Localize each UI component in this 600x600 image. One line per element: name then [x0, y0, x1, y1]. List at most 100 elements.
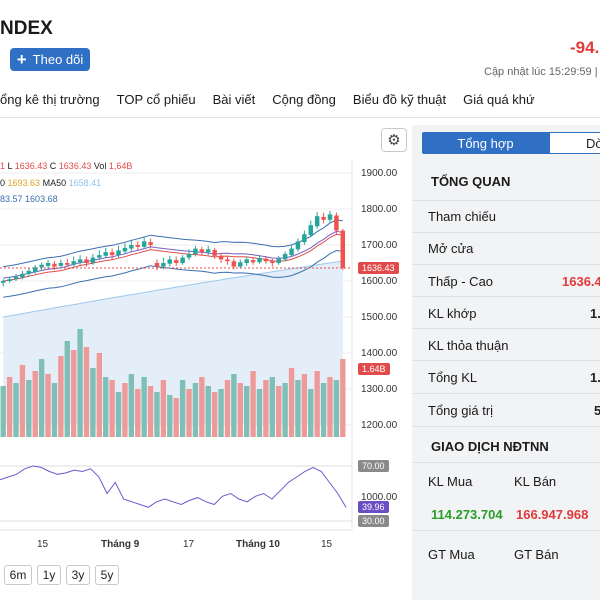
candle-body — [116, 250, 121, 256]
chart-settings-button[interactable]: ⚙ — [381, 128, 407, 152]
candle-body — [109, 252, 115, 256]
volume-bar — [173, 398, 179, 437]
overview-panel — [412, 125, 600, 600]
candle-body — [340, 230, 346, 269]
volume-bar — [90, 368, 96, 437]
foreign-trading-title: GIAO DỊCH NĐTNN — [431, 439, 549, 454]
candle-body — [129, 245, 134, 249]
volume-bar — [128, 374, 135, 437]
volume-bar — [32, 371, 38, 437]
axis-tick-label: 1000.00 — [361, 492, 398, 503]
candle-body — [141, 241, 147, 247]
volume-bar — [218, 389, 224, 437]
volume-bar — [45, 374, 51, 437]
time-axis-label: 15 — [321, 539, 333, 550]
volume-bar — [64, 341, 70, 437]
volume-bar — [154, 392, 160, 437]
volume-bar — [13, 383, 19, 437]
candle-body — [161, 263, 166, 267]
tab-summary[interactable]: Tổng hợp — [422, 132, 549, 154]
table-row — [412, 360, 600, 392]
volume-bar — [276, 386, 282, 437]
nav-item-top-stocks[interactable]: TOP cổ phiếu — [116, 92, 196, 107]
candle-body — [103, 252, 108, 256]
volume-bar — [192, 383, 199, 437]
volume-bar — [314, 371, 320, 437]
foreign-sell-value: 166.947.968 — [516, 507, 589, 522]
range-6m-button[interactable]: 6m — [4, 565, 32, 585]
bollinger-lower-line — [3, 249, 343, 298]
ma20-line — [3, 233, 343, 282]
candle-body — [45, 263, 51, 266]
price-chart[interactable] — [0, 125, 412, 600]
volume-tag: 1.64B — [358, 363, 390, 375]
legend-item: MA50 — [42, 178, 67, 188]
legend-item: 1603.68 — [25, 194, 58, 204]
candle-body — [148, 242, 153, 245]
table-row — [412, 393, 600, 425]
volume-bar — [269, 377, 276, 437]
legend-item: 1636.43 — [58, 161, 92, 171]
row-value-low-high: 1636.4 — [562, 274, 600, 289]
nav-item-articles[interactable]: Bài viết — [212, 92, 256, 107]
candle-body — [321, 216, 326, 220]
volume-bar — [256, 389, 263, 437]
candle-body — [173, 260, 179, 263]
candle-body — [218, 255, 224, 260]
time-axis-label: 17 — [183, 539, 195, 550]
time-axis-label: 15 — [37, 539, 49, 550]
nav-item-market-stats[interactable]: ổng kê thị trường — [0, 92, 100, 107]
axis-tick-label: 1200.00 — [361, 420, 398, 431]
candle-body — [71, 261, 76, 265]
tab-other[interactable]: Dò — [549, 132, 600, 154]
candle-body — [270, 261, 275, 263]
volume-bar — [26, 380, 32, 437]
candle-body — [263, 258, 269, 262]
candle-body — [199, 249, 205, 253]
candle-body — [122, 247, 128, 252]
volume-bar — [327, 377, 333, 437]
volume-bar — [77, 329, 83, 437]
follow-button[interactable]: + Theo dõi — [10, 48, 90, 71]
rsi-line — [0, 465, 347, 508]
volume-bar — [295, 380, 301, 437]
candle-body — [231, 261, 237, 267]
candle-body — [167, 259, 173, 264]
candle-body — [250, 260, 256, 263]
row-value-total-value: 5 — [594, 403, 600, 418]
legend-item: 0 — [0, 178, 6, 188]
nav-item-community[interactable]: Cộng đồng — [272, 92, 336, 107]
row-label-open: Mở cửa — [428, 241, 474, 256]
range-1y-button[interactable]: 1y — [37, 565, 61, 585]
bollinger-upper-line — [3, 219, 343, 268]
range-3y-button[interactable]: 3y — [66, 565, 90, 585]
volume-bar — [167, 395, 173, 437]
volume-bar — [186, 389, 192, 437]
table-row — [412, 200, 600, 232]
legend-item: Vol — [93, 161, 107, 171]
legend-item: 1 — [0, 161, 6, 171]
axis-tick-label: 1600.00 — [361, 276, 398, 287]
candle-body — [212, 250, 217, 256]
plus-icon: + — [16, 50, 27, 69]
axis-tick-label: 1800.00 — [361, 204, 398, 215]
legend-bb: 83.57 1603.68 — [0, 194, 58, 204]
range-5y-button[interactable]: 5y — [95, 565, 119, 585]
volume-bar — [96, 353, 103, 437]
volume-bar — [51, 383, 58, 437]
legend-ma: 0 1693.63 MA50 1658.41 — [0, 178, 101, 188]
foreign-buy-label: KL Mua — [428, 474, 473, 489]
candle-body — [26, 270, 32, 274]
axis-tick-label: 1900.00 — [361, 168, 398, 179]
legend-item: C — [49, 161, 57, 171]
nav-item-price-history[interactable]: Giá quá khứ — [463, 92, 535, 107]
candle-body — [7, 279, 12, 281]
nav-item-technical-chart[interactable]: Biểu đồ kỹ thuật — [352, 92, 447, 107]
candle-body — [193, 248, 198, 254]
candle-body — [276, 258, 281, 263]
volume-bar — [58, 356, 64, 437]
nav-divider — [0, 117, 600, 118]
ma50-line — [3, 260, 343, 318]
foreign-gt-sell-label: GT Bán — [514, 547, 559, 562]
candle-body — [295, 241, 301, 250]
